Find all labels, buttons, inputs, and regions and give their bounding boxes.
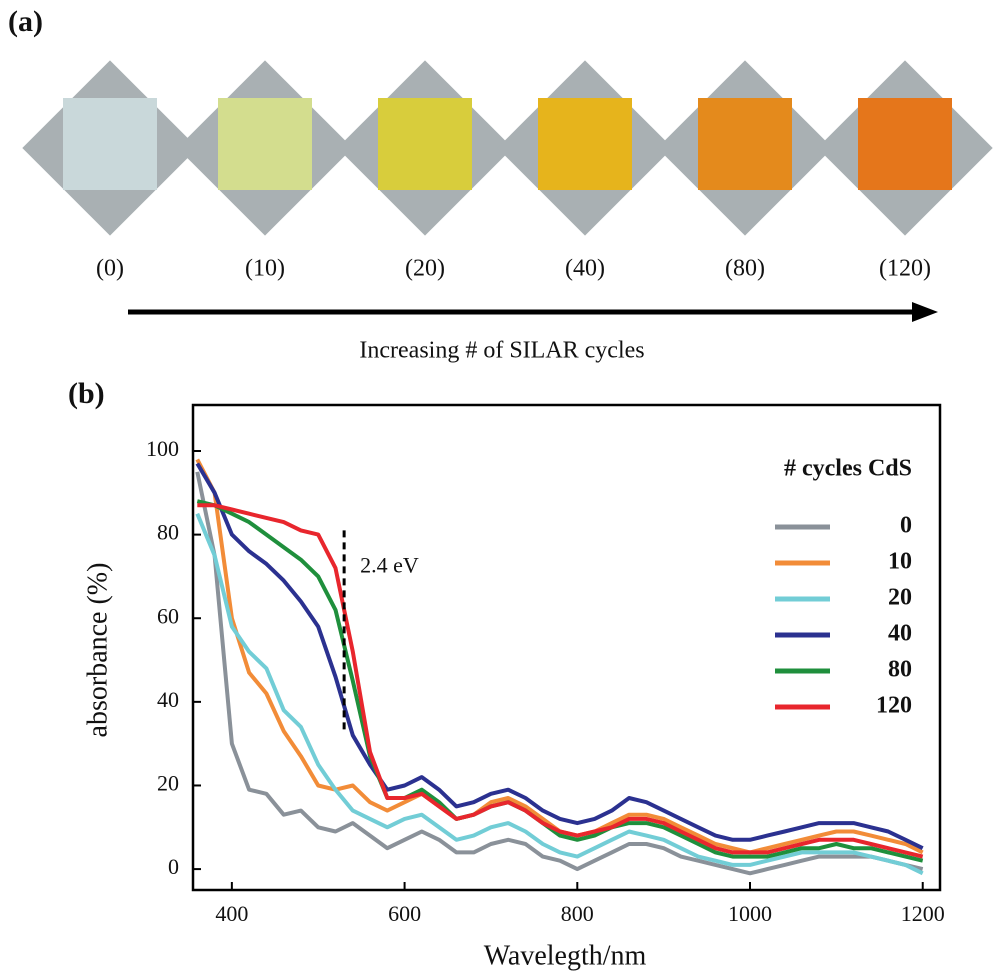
x-tick-label: 600 — [388, 901, 421, 926]
sample-label: (40) — [565, 256, 605, 282]
plot-frame — [191, 403, 942, 892]
legend-label: 0 — [900, 513, 912, 539]
sample-label: (80) — [725, 256, 765, 282]
x-tick-label: 800 — [561, 901, 594, 926]
sample-film — [858, 98, 952, 190]
y-tick-label: 40 — [157, 687, 179, 712]
legend-label: 80 — [888, 657, 912, 683]
sample-film — [538, 98, 632, 190]
sample-film — [218, 98, 312, 190]
annotation-text: 2.4 eV — [360, 552, 419, 577]
sample-label: (20) — [405, 256, 445, 282]
x-tick-label: 1000 — [728, 901, 772, 926]
sample-label: (0) — [96, 256, 124, 282]
series-line — [195, 458, 924, 855]
y-tick-label: 60 — [157, 603, 179, 628]
legend-label: 120 — [876, 693, 912, 719]
x-tick-label: 400 — [215, 901, 248, 926]
y-axis-label: absorbance (%) — [82, 563, 113, 738]
sample-film — [378, 98, 472, 190]
y-tick-label: 80 — [157, 520, 179, 545]
arrow-head — [912, 302, 938, 322]
series-line — [195, 512, 924, 876]
legend-label: 20 — [888, 585, 912, 611]
caption: Increasing # of SILAR cycles — [359, 338, 644, 364]
series-line — [197, 503, 924, 859]
x-tick-label: 1200 — [901, 901, 945, 926]
panel-label: (a) — [8, 5, 43, 38]
sample-label: (120) — [879, 256, 931, 282]
sample-film — [63, 98, 157, 190]
sample-label: (10) — [245, 256, 285, 282]
y-tick-label: 100 — [146, 436, 179, 461]
sample-film — [698, 98, 792, 190]
legend-label: 10 — [888, 549, 912, 575]
legend-title: # cycles CdS — [784, 456, 912, 482]
legend-label: 40 — [888, 621, 912, 647]
x-axis-label: Wavelegth/nm — [484, 940, 647, 971]
y-tick-label: 0 — [168, 854, 179, 879]
series-line — [195, 462, 924, 850]
series-line — [196, 499, 924, 863]
y-tick-label: 20 — [157, 771, 179, 796]
series-line — [195, 471, 924, 876]
panel-label: (b) — [68, 377, 105, 410]
